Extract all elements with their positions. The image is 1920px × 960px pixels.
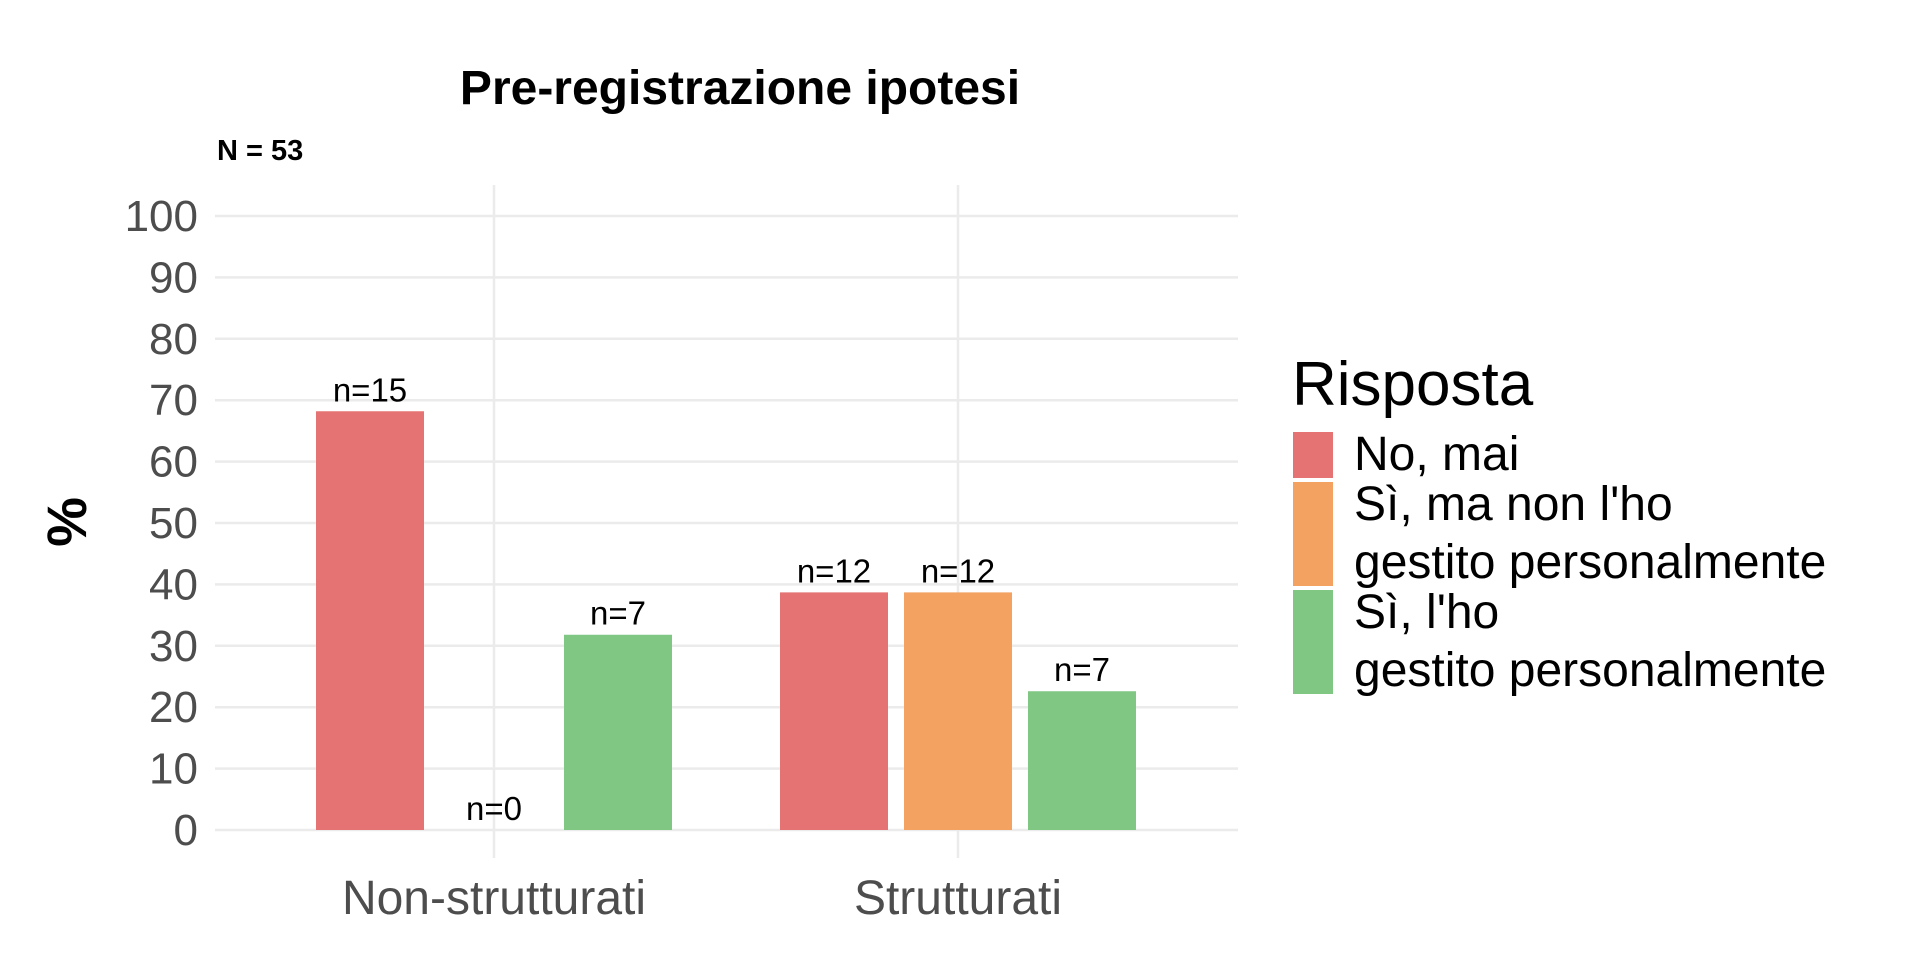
y-tick-label: 60 xyxy=(149,438,198,487)
data-label: n=7 xyxy=(1054,651,1110,688)
data-label: n=15 xyxy=(333,371,407,408)
y-tick-label: 10 xyxy=(149,745,198,794)
legend-swatch xyxy=(1291,588,1335,696)
legend-swatch xyxy=(1291,480,1335,588)
y-tick-label: 100 xyxy=(125,192,198,241)
y-tick-label: 80 xyxy=(149,315,198,364)
data-label: n=12 xyxy=(921,552,995,589)
y-axis-ticks: 0 10 20 30 40 50 60 70 80 90 100 xyxy=(125,192,198,855)
x-axis-ticks: Non-strutturati Strutturati xyxy=(342,872,1062,925)
data-label: n=0 xyxy=(466,790,522,827)
y-tick-label: 20 xyxy=(149,683,198,732)
y-tick-label: 70 xyxy=(149,376,198,425)
data-label: n=12 xyxy=(797,552,871,589)
chart-title: Pre-registrazione ipotesi xyxy=(460,62,1020,115)
y-tick-label: 50 xyxy=(149,499,198,548)
bar xyxy=(904,592,1012,830)
bar xyxy=(316,411,424,830)
data-labels: n=15 n=0 n=7 n=12 n=12 n=7 xyxy=(333,371,1110,827)
bar xyxy=(564,634,672,830)
data-label: n=7 xyxy=(590,595,646,632)
legend-title: Risposta xyxy=(1292,350,1534,419)
y-tick-label: 0 xyxy=(174,806,198,855)
y-tick-label: 30 xyxy=(149,622,198,671)
chart-subtitle: N = 53 xyxy=(217,135,303,167)
legend-label: No, mai xyxy=(1354,428,1519,481)
bar xyxy=(780,592,888,830)
y-tick-label: 90 xyxy=(149,253,198,302)
y-axis-label: % xyxy=(35,497,98,547)
legend-label: Sì, ma non l'ho gestito personalmente xyxy=(1354,478,1826,589)
bar xyxy=(1028,691,1136,830)
bars xyxy=(316,411,1136,830)
legend-label: Sì, l'ho gestito personalmente xyxy=(1354,586,1826,697)
legend-swatch xyxy=(1291,430,1335,480)
y-tick-label: 40 xyxy=(149,560,198,609)
x-tick-label: Strutturati xyxy=(854,872,1062,925)
x-tick-label: Non-strutturati xyxy=(342,872,646,925)
